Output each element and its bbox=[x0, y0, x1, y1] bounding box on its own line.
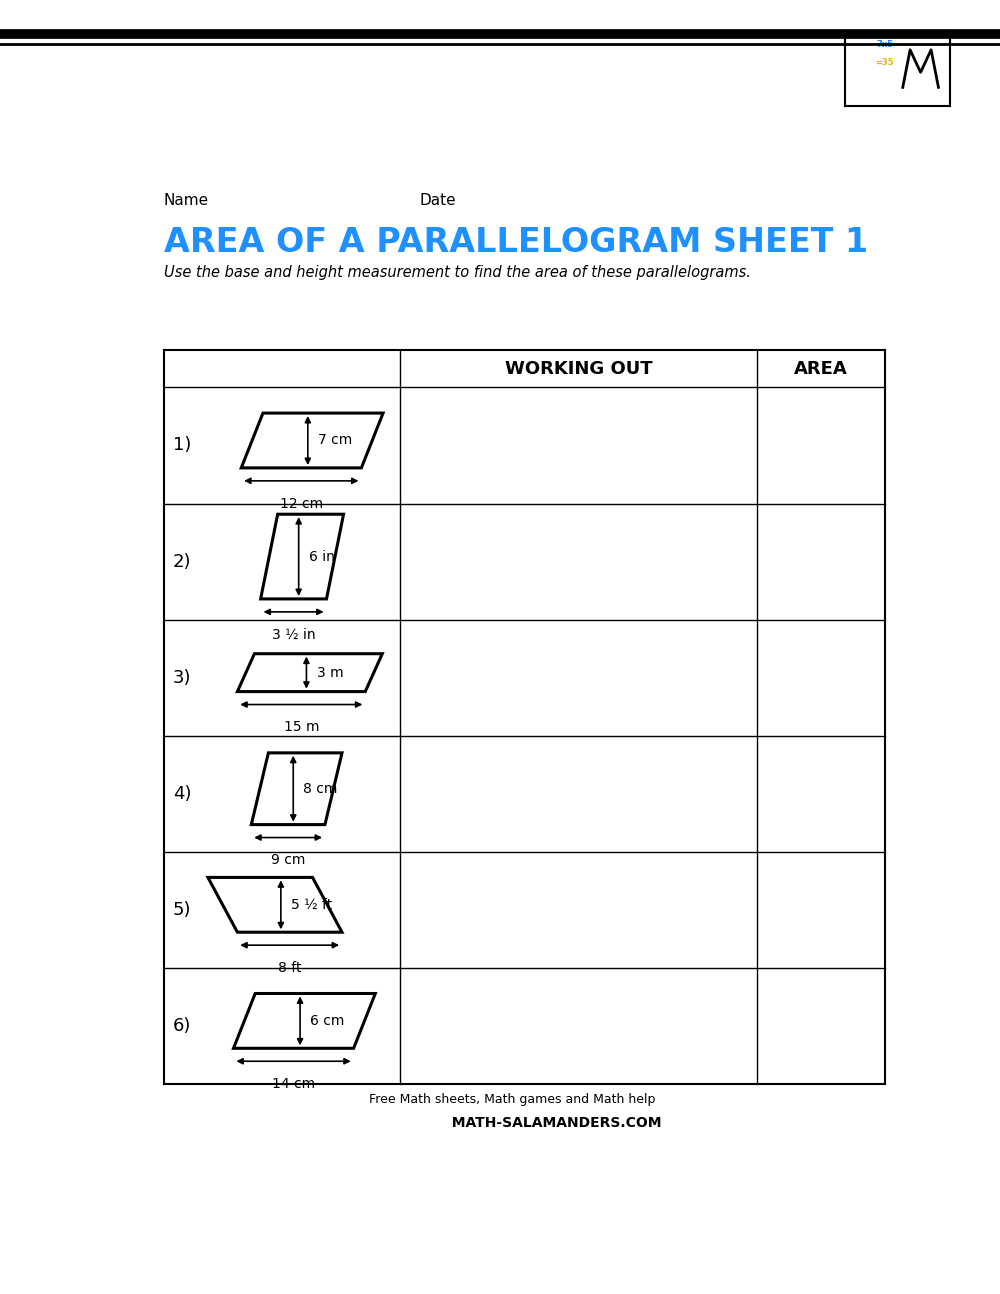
Text: =35: =35 bbox=[876, 58, 894, 67]
Text: 3): 3) bbox=[173, 669, 192, 687]
Text: 4): 4) bbox=[173, 784, 192, 802]
Text: Name: Name bbox=[164, 193, 209, 208]
Text: 6 in: 6 in bbox=[309, 550, 335, 564]
Polygon shape bbox=[237, 653, 382, 691]
Text: Free Math sheets, Math games and Math help: Free Math sheets, Math games and Math he… bbox=[369, 1093, 656, 1106]
Text: 5): 5) bbox=[173, 901, 192, 919]
Polygon shape bbox=[251, 753, 342, 824]
Text: 12 cm: 12 cm bbox=[280, 497, 323, 511]
Text: MATH-SALAMANDERS.COM: MATH-SALAMANDERS.COM bbox=[364, 1115, 661, 1130]
Text: 8 ft: 8 ft bbox=[278, 961, 301, 976]
Text: AREA: AREA bbox=[794, 360, 847, 378]
Text: 8 cm: 8 cm bbox=[303, 782, 338, 796]
Text: 3 ½ in: 3 ½ in bbox=[272, 628, 315, 642]
Text: 1): 1) bbox=[173, 436, 191, 454]
Text: 6 cm: 6 cm bbox=[310, 1014, 345, 1027]
Text: 9 cm: 9 cm bbox=[271, 854, 305, 867]
Text: 3 m: 3 m bbox=[317, 665, 343, 679]
Text: 15 m: 15 m bbox=[284, 721, 319, 735]
Text: 5 ½ ft: 5 ½ ft bbox=[291, 898, 332, 912]
Text: 6): 6) bbox=[173, 1017, 191, 1035]
Text: 14 cm: 14 cm bbox=[272, 1077, 315, 1091]
Text: AREA OF A PARALLELOGRAM SHEET 1: AREA OF A PARALLELOGRAM SHEET 1 bbox=[164, 226, 868, 259]
Polygon shape bbox=[208, 877, 342, 932]
Text: 7x5: 7x5 bbox=[876, 40, 893, 49]
Text: 2): 2) bbox=[173, 553, 192, 571]
Text: WORKING OUT: WORKING OUT bbox=[505, 360, 652, 378]
Polygon shape bbox=[241, 413, 383, 468]
Polygon shape bbox=[233, 994, 375, 1048]
Polygon shape bbox=[261, 514, 344, 599]
Text: 7 cm: 7 cm bbox=[318, 433, 352, 448]
Text: Date: Date bbox=[420, 193, 456, 208]
Text: Use the base and height measurement to find the area of these parallelograms.: Use the base and height measurement to f… bbox=[164, 265, 751, 280]
